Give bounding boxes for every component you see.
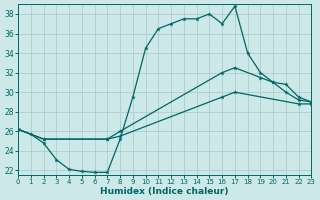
X-axis label: Humidex (Indice chaleur): Humidex (Indice chaleur) xyxy=(100,187,229,196)
